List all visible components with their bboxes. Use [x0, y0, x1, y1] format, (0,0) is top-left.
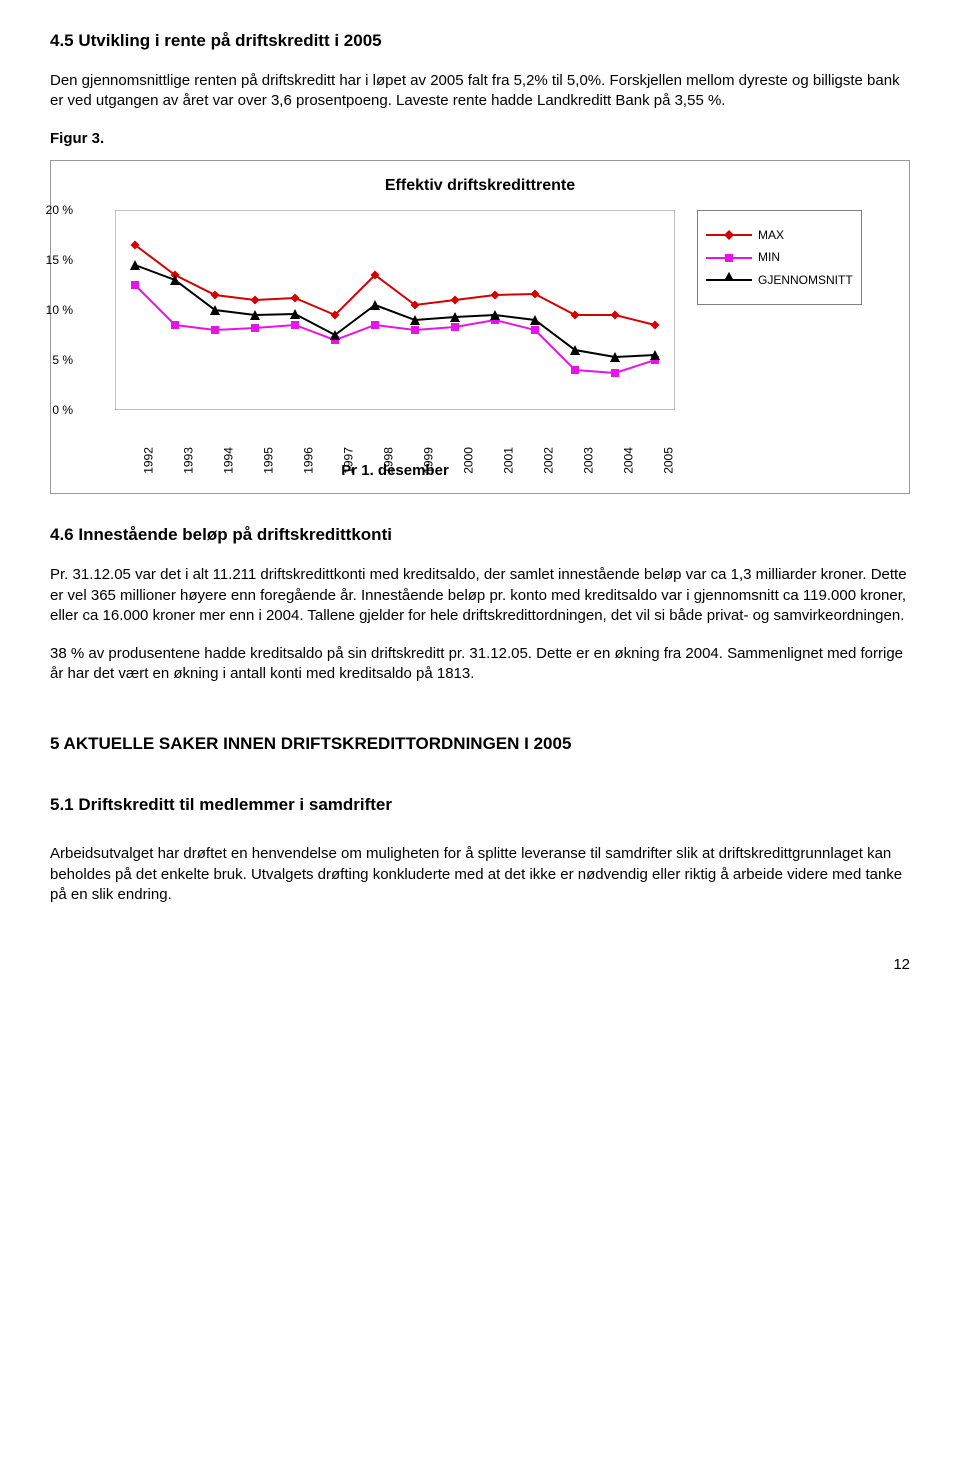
section-5-1-text: Arbeidsutvalget har drøftet en henvendel…	[50, 844, 910, 905]
page-number: 12	[50, 955, 910, 975]
section-4-6-text1: Pr. 31.12.05 var det i alt 11.211 drifts…	[50, 565, 910, 626]
section-5-title: 5 AKTUELLE SAKER INNEN DRIFTSKREDITTORDN…	[50, 733, 910, 756]
x-tick-label: 2001	[500, 447, 516, 474]
x-axis-labels: 1992199319941995199619971998199920002001…	[115, 419, 675, 459]
legend-label: MIN	[758, 249, 780, 265]
y-tick-label: 5 %	[52, 352, 73, 368]
x-tick-label: 1995	[260, 447, 276, 474]
legend-label: MAX	[758, 227, 784, 243]
chart-row: 0 %5 %10 %15 %20 % MAX MIN GJENNOMSNITT	[67, 210, 893, 415]
x-tick-label: 1993	[180, 447, 196, 474]
y-tick-label: 0 %	[52, 402, 73, 418]
x-tick-label: 2000	[460, 447, 476, 474]
x-tick-label: 2004	[620, 447, 636, 474]
section-4-6-title: 4.6 Innestående beløp på driftskredittko…	[50, 524, 910, 547]
x-tick-label: 2002	[540, 447, 556, 474]
y-tick-label: 20 %	[46, 202, 73, 218]
section-4-5-text: Den gjennomsnittlige renten på driftskre…	[50, 71, 910, 112]
legend-label: GJENNOMSNITT	[758, 272, 853, 288]
section-4-5-title: 4.5 Utvikling i rente på driftskreditt i…	[50, 30, 910, 53]
legend-item: MIN	[706, 249, 853, 265]
y-tick-label: 15 %	[46, 252, 73, 268]
section-5-1-title: 5.1 Driftskreditt til medlemmer i samdri…	[50, 794, 910, 817]
chart-container: Effektiv driftskredittrente 0 %5 %10 %15…	[50, 160, 910, 495]
chart-svg	[115, 210, 675, 410]
chart-title: Effektiv driftskredittrente	[67, 175, 893, 197]
figure-3-label: Figur 3.	[50, 129, 910, 149]
x-tick-label: 1994	[220, 447, 236, 474]
x-tick-label: 1998	[380, 447, 396, 474]
x-tick-label: 1999	[420, 447, 436, 474]
y-tick-label: 10 %	[46, 302, 73, 318]
chart-plot: 0 %5 %10 %15 %20 %	[115, 210, 675, 415]
legend-item: GJENNOMSNITT	[706, 272, 853, 288]
x-tick-label: 1997	[340, 447, 356, 474]
section-4-6-text2: 38 % av produsentene hadde kreditsaldo p…	[50, 644, 910, 685]
x-tick-label: 2005	[660, 447, 676, 474]
x-tick-label: 1992	[140, 447, 156, 474]
chart-legend: MAX MIN GJENNOMSNITT	[697, 210, 862, 305]
x-tick-label: 1996	[300, 447, 316, 474]
x-tick-label: 2003	[580, 447, 596, 474]
legend-item: MAX	[706, 227, 853, 243]
